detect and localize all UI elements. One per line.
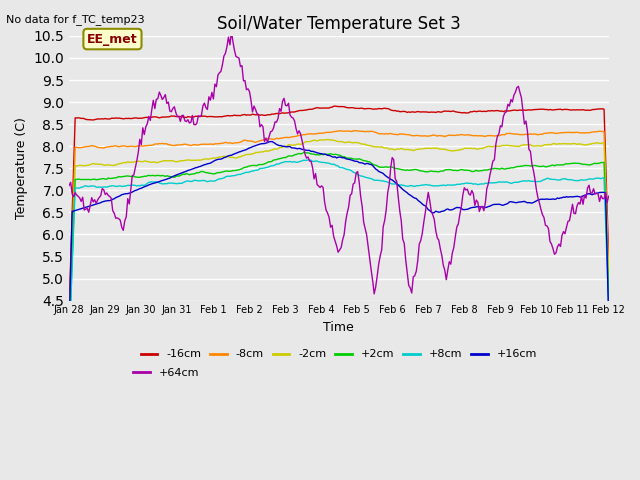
+16cm bbox=[576, 194, 584, 200]
-8cm bbox=[131, 144, 139, 150]
+64cm bbox=[605, 193, 612, 199]
+8cm bbox=[65, 341, 73, 347]
Legend: +64cm: +64cm bbox=[129, 363, 204, 383]
-8cm bbox=[244, 138, 252, 144]
+16cm bbox=[244, 146, 252, 152]
+2cm bbox=[303, 150, 310, 156]
-8cm bbox=[226, 140, 234, 145]
-2cm bbox=[244, 152, 252, 157]
+16cm bbox=[605, 312, 612, 318]
-8cm bbox=[351, 128, 358, 133]
-16cm bbox=[131, 115, 139, 121]
+16cm bbox=[65, 324, 73, 330]
-2cm bbox=[253, 150, 261, 156]
+2cm bbox=[605, 289, 612, 295]
+64cm bbox=[578, 193, 586, 199]
+8cm bbox=[304, 157, 312, 163]
Line: +2cm: +2cm bbox=[69, 152, 609, 339]
+16cm bbox=[303, 147, 310, 153]
-8cm bbox=[253, 139, 261, 144]
+8cm bbox=[131, 182, 139, 188]
-16cm bbox=[332, 103, 339, 109]
+64cm bbox=[226, 42, 234, 48]
Line: -16cm: -16cm bbox=[69, 106, 609, 308]
-2cm bbox=[605, 274, 612, 279]
+8cm bbox=[253, 168, 261, 173]
+16cm bbox=[253, 142, 261, 148]
Line: -8cm: -8cm bbox=[69, 131, 609, 323]
+64cm bbox=[246, 89, 253, 95]
-2cm bbox=[324, 137, 332, 143]
+2cm bbox=[253, 163, 261, 168]
+64cm bbox=[303, 155, 310, 161]
Y-axis label: Temperature (C): Temperature (C) bbox=[15, 117, 28, 219]
+2cm bbox=[576, 161, 584, 167]
Text: No data for f_TC_temp23: No data for f_TC_temp23 bbox=[6, 14, 145, 25]
+16cm bbox=[268, 139, 276, 144]
+16cm bbox=[131, 188, 139, 193]
+8cm bbox=[605, 301, 612, 307]
-16cm bbox=[253, 112, 261, 118]
-16cm bbox=[576, 107, 584, 113]
+2cm bbox=[131, 174, 139, 180]
-16cm bbox=[226, 113, 234, 119]
-16cm bbox=[301, 107, 309, 113]
-2cm bbox=[576, 141, 584, 147]
Title: Soil/Water Temperature Set 3: Soil/Water Temperature Set 3 bbox=[217, 15, 461, 33]
+8cm bbox=[244, 169, 252, 175]
Text: EE_met: EE_met bbox=[87, 33, 138, 46]
-2cm bbox=[226, 155, 234, 160]
+2cm bbox=[226, 168, 234, 174]
+2cm bbox=[65, 336, 73, 342]
+64cm bbox=[131, 165, 139, 171]
+16cm bbox=[226, 153, 234, 158]
-8cm bbox=[605, 266, 612, 272]
+2cm bbox=[244, 164, 252, 169]
+8cm bbox=[576, 177, 584, 183]
Line: +8cm: +8cm bbox=[69, 160, 609, 344]
-2cm bbox=[65, 330, 73, 336]
+8cm bbox=[226, 173, 234, 179]
Line: +64cm: +64cm bbox=[69, 32, 609, 294]
+64cm bbox=[371, 291, 378, 297]
-8cm bbox=[576, 130, 584, 136]
Line: -2cm: -2cm bbox=[69, 140, 609, 333]
-16cm bbox=[605, 253, 612, 259]
-16cm bbox=[65, 305, 73, 311]
-8cm bbox=[65, 320, 73, 326]
-16cm bbox=[244, 112, 252, 118]
-8cm bbox=[301, 132, 309, 138]
+64cm bbox=[65, 183, 73, 189]
+64cm bbox=[228, 29, 236, 35]
+8cm bbox=[301, 157, 309, 163]
-2cm bbox=[301, 139, 309, 145]
+2cm bbox=[301, 149, 309, 155]
X-axis label: Time: Time bbox=[323, 321, 354, 334]
Line: +16cm: +16cm bbox=[69, 142, 609, 327]
-2cm bbox=[131, 159, 139, 165]
+64cm bbox=[255, 112, 262, 118]
